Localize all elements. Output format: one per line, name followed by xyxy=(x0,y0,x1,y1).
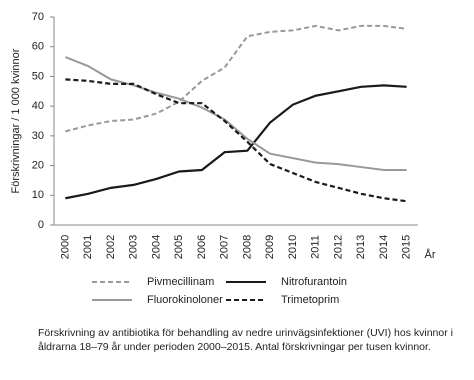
x-tick-label: 2007 xyxy=(219,235,231,259)
y-axis-label: Förskrivningar / 1 000 kvinnor xyxy=(10,48,22,193)
series-line xyxy=(65,84,407,200)
caption: Förskrivning av antibiotika för behandli… xyxy=(38,327,453,353)
legend-label: Nitrofurantoin xyxy=(281,276,347,288)
x-tick-label: 2014 xyxy=(378,235,390,259)
y-tick-label: 60 xyxy=(32,41,44,53)
x-tick-label: 2000 xyxy=(59,235,71,259)
x-tick-label: 2008 xyxy=(241,235,253,259)
y-tick-label: 70 xyxy=(32,11,44,23)
legend-label: Pivmecillinam xyxy=(147,276,214,288)
x-tick-label: 2001 xyxy=(82,235,94,259)
x-tick-label: 2009 xyxy=(264,235,276,259)
y-tick-label: 0 xyxy=(38,219,44,231)
y-tick-label: 30 xyxy=(32,130,44,142)
legend-label: Trimetoprim xyxy=(281,294,339,306)
x-tick-label: 2013 xyxy=(355,235,367,259)
series-line xyxy=(65,56,407,172)
legend-label: Fluorokinoloner xyxy=(147,294,223,306)
series-line xyxy=(65,24,407,133)
x-tick-label: 2011 xyxy=(310,235,322,259)
x-tick-label: 2002 xyxy=(105,235,117,259)
x-tick-label: 2012 xyxy=(332,235,344,259)
y-tick-label: 20 xyxy=(32,159,44,171)
series-line xyxy=(65,78,407,203)
y-tick-label: 40 xyxy=(32,100,44,112)
x-axis-label: År xyxy=(425,248,436,261)
x-tick-label: 2015 xyxy=(401,235,413,259)
x-tick-label: 2006 xyxy=(196,235,208,259)
y-tick-label: 10 xyxy=(32,189,44,201)
y-tick-label: 50 xyxy=(32,70,44,82)
x-tick-label: 2005 xyxy=(173,235,185,259)
chart: Förskrivningar / 1 000 kvinnor År 0 10 20 3… xyxy=(10,11,436,306)
x-tick-label: 2003 xyxy=(128,235,140,259)
x-tick-label: 2010 xyxy=(287,235,299,259)
x-tick-label: 2004 xyxy=(150,235,162,259)
